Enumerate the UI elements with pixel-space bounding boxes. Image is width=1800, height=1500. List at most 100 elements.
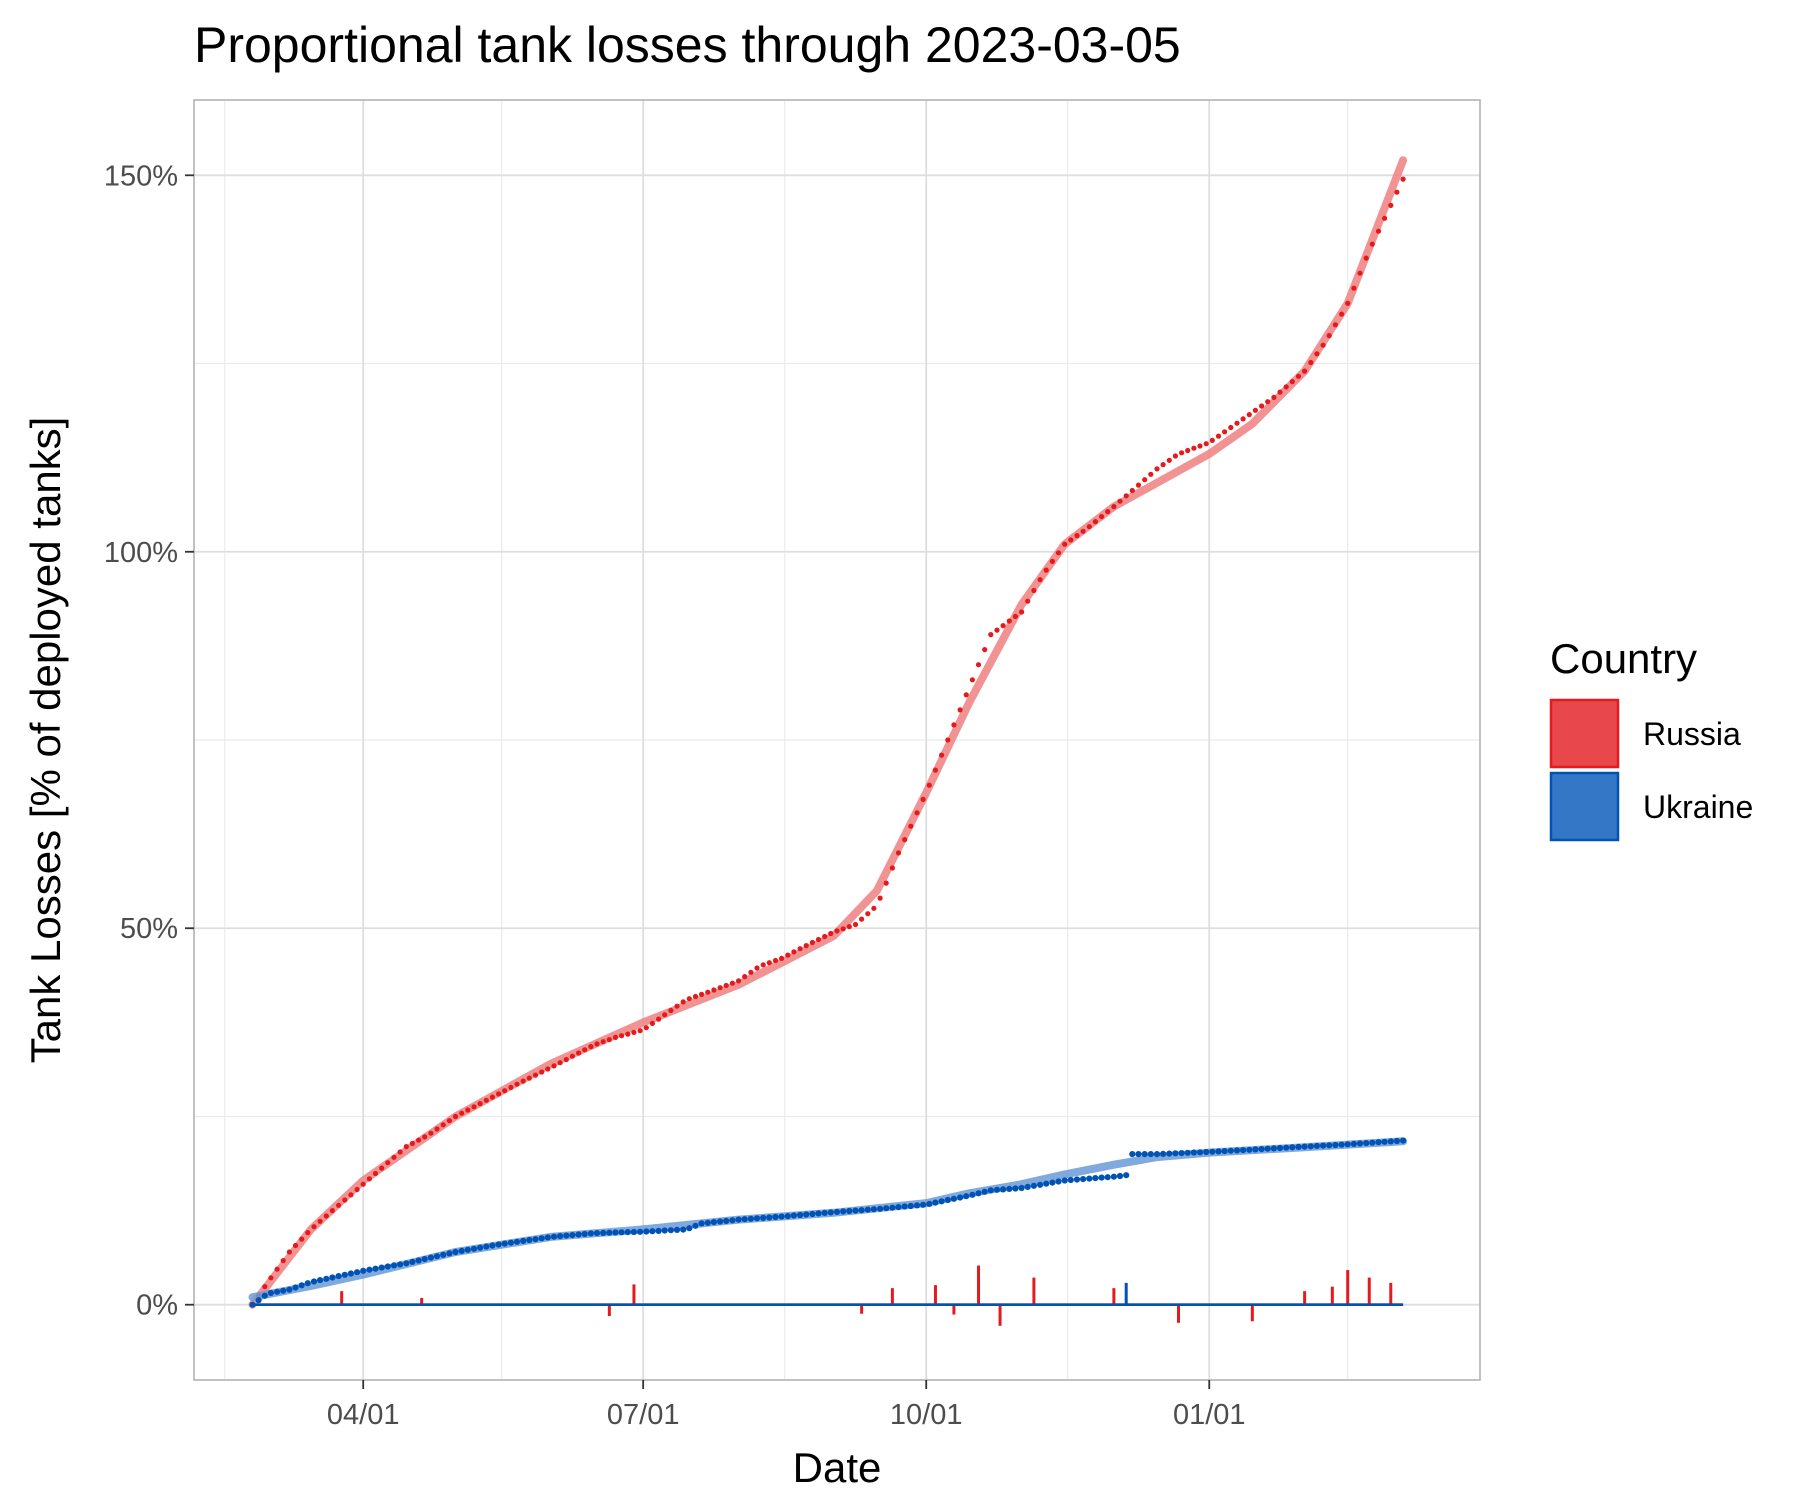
cumulative-point [385, 1160, 391, 1166]
cumulative-point [1019, 609, 1025, 615]
cumulative-point [1037, 1181, 1044, 1188]
cumulative-point [1215, 1148, 1222, 1155]
cumulative-point [606, 1229, 613, 1236]
legend: Country Russia Ukraine [1549, 635, 1753, 842]
cumulative-point [440, 1122, 446, 1128]
cumulative-point [1264, 1145, 1271, 1152]
y-tick-label: 150% [104, 160, 178, 192]
series-russia [248, 156, 1408, 1326]
cumulative-point [342, 1197, 348, 1203]
cumulative-point [255, 1297, 262, 1304]
cumulative-point [465, 1107, 471, 1113]
x-axis-title: Date [793, 1444, 882, 1491]
cumulative-point [372, 1265, 379, 1272]
cumulative-point [1221, 1148, 1228, 1155]
cumulative-point [262, 1284, 268, 1290]
cumulative-point [1037, 577, 1043, 583]
cumulative-point [840, 926, 846, 932]
cumulative-point [815, 936, 822, 943]
cumulative-point [323, 1213, 329, 1219]
cumulative-point [520, 1237, 527, 1244]
cumulative-point [569, 1232, 576, 1239]
cumulative-point [1172, 453, 1178, 459]
cumulative-point [1043, 567, 1049, 573]
cumulative-point [280, 1258, 286, 1264]
cumulative-point [612, 1229, 619, 1236]
cumulative-point [1369, 1139, 1376, 1146]
cumulative-point [1104, 1174, 1111, 1181]
cumulative-point [1234, 420, 1240, 426]
cumulative-point [791, 949, 797, 955]
cumulative-point [1141, 1151, 1148, 1158]
cumulative-point [834, 928, 840, 934]
cumulative-point [1012, 1185, 1019, 1192]
cumulative-point [1338, 1141, 1345, 1148]
cumulative-point [680, 1226, 687, 1233]
cumulative-point [379, 1165, 385, 1171]
cumulative-point [748, 969, 754, 975]
cumulative-point [495, 1241, 502, 1248]
cumulative-point [1227, 1147, 1234, 1154]
cumulative-point [489, 1242, 496, 1249]
cumulative-point [1289, 1144, 1296, 1151]
cumulative-point [1178, 1150, 1185, 1157]
cumulative-point [582, 1047, 588, 1053]
cumulative-point [292, 1242, 299, 1249]
cumulative-point [643, 1228, 650, 1235]
cumulative-point [809, 939, 816, 946]
cumulative-point [865, 911, 871, 917]
cumulative-point [637, 1228, 644, 1235]
cumulative-point [1356, 1140, 1364, 1147]
cumulative-point [828, 930, 834, 937]
cumulative-point [1369, 241, 1375, 247]
cumulative-point [1068, 537, 1074, 543]
cumulative-point [341, 1271, 348, 1278]
plot-panel [193, 99, 1481, 1381]
cumulative-point [668, 1007, 674, 1014]
cumulative-point [1265, 399, 1271, 405]
cumulative-point [1099, 514, 1105, 520]
cumulative-point [1289, 379, 1295, 385]
cumulative-point [772, 1213, 779, 1221]
cumulative-point [354, 1269, 361, 1276]
cumulative-point [1116, 1172, 1124, 1180]
cumulative-point [422, 1134, 428, 1140]
cumulative-point [920, 796, 926, 803]
cumulative-point [563, 1056, 569, 1063]
cumulative-point [347, 1270, 354, 1277]
cumulative-point [1382, 215, 1388, 221]
cumulative-point [532, 1236, 539, 1243]
cumulative-point [286, 1249, 292, 1255]
cumulative-point [1209, 1148, 1216, 1155]
cumulative-point [1172, 1150, 1179, 1157]
cumulative-point [698, 1220, 705, 1227]
cumulative-point [1043, 1180, 1050, 1187]
cumulative-point [1117, 498, 1123, 504]
cumulative-point [1252, 407, 1258, 413]
cumulative-point [1222, 429, 1228, 435]
cumulative-point [317, 1277, 324, 1284]
cumulative-point [1350, 1140, 1357, 1147]
cumulative-point [1142, 477, 1148, 483]
cumulative-point [870, 1206, 878, 1213]
y-tick-label: 50% [120, 913, 178, 945]
cumulative-point [926, 1200, 933, 1207]
cumulative-point [267, 1289, 274, 1296]
cumulative-point [877, 1205, 884, 1212]
cumulative-point [1308, 359, 1314, 366]
cumulative-point [975, 1190, 982, 1197]
cumulative-point [766, 1214, 773, 1221]
cumulative-point [1074, 533, 1080, 539]
cumulative-point [1277, 389, 1283, 395]
cumulative-point [1283, 1144, 1290, 1151]
cumulative-point [274, 1266, 280, 1272]
chart-title: Proportional tank losses through 2023-03… [194, 17, 1181, 73]
legend-title: Country [1550, 635, 1697, 682]
cumulative-point [502, 1088, 508, 1094]
cumulative-point [815, 1210, 822, 1217]
cumulative-point [852, 1207, 859, 1214]
cumulative-point [286, 1286, 293, 1293]
cumulative-point [520, 1078, 526, 1084]
cumulative-point [507, 1239, 514, 1246]
